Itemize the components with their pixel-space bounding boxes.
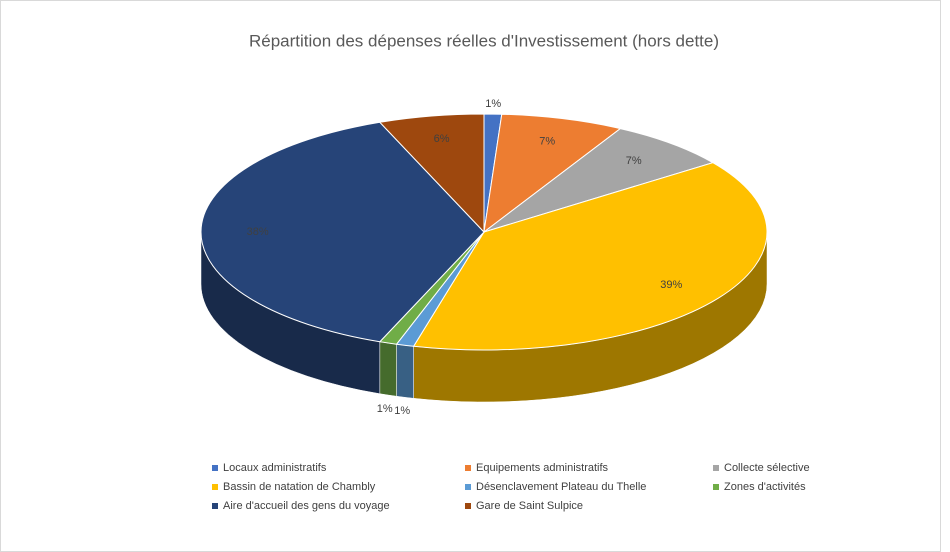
legend-swatch [713, 484, 719, 490]
legend-swatch [465, 465, 471, 471]
legend-label: Collecte sélective [724, 462, 810, 474]
legend-swatch [212, 503, 218, 509]
legend-label: Equipements administratifs [476, 462, 609, 474]
legend-swatch [212, 465, 218, 471]
data-label: 1% [485, 98, 501, 110]
data-label: 38% [247, 226, 269, 238]
pie-slice [412, 162, 768, 351]
data-label: 7% [539, 135, 555, 147]
pie-slice [200, 121, 485, 343]
pie-side [396, 343, 414, 399]
legend-swatch [465, 503, 471, 509]
legend-swatch [212, 484, 218, 490]
legend-label: Désenclavement Plateau du Thelle [476, 481, 646, 493]
legend-label: Aire d'accueil des gens du voyage [223, 500, 390, 512]
legend-label: Locaux administratifs [223, 462, 327, 474]
pie-slice [483, 128, 715, 233]
data-label: 39% [660, 279, 682, 291]
chart-title: Répartition des dépenses réelles d'Inves… [249, 31, 719, 50]
data-label: 1% [394, 405, 410, 417]
pie-slice [483, 113, 622, 234]
data-label: 7% [626, 155, 642, 167]
legend-label: Gare de Saint Sulpice [476, 500, 583, 512]
legend-swatch [713, 465, 719, 471]
legend-label: Bassin de natation de Chambly [223, 481, 376, 493]
data-label: 1% [377, 403, 393, 415]
pie-side [379, 341, 397, 397]
data-label: 6% [434, 133, 450, 145]
legend-swatch [465, 484, 471, 490]
legend-label: Zones d'activités [724, 481, 806, 493]
pie-slice [378, 113, 485, 234]
